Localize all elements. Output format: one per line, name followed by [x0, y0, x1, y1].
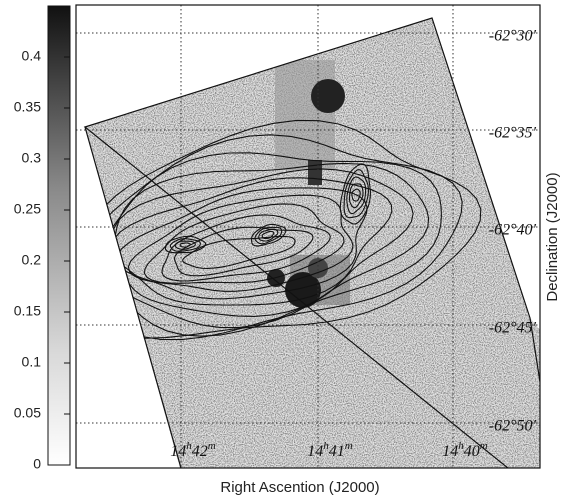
figure: Right Ascention (J2000) Declination (J20…	[0, 0, 562, 498]
colorbar-tick-label: 0.05	[14, 405, 41, 421]
image-patch	[275, 60, 335, 170]
x-axis-label: Right Ascention (J2000)	[220, 479, 379, 496]
dec-label: -62°35′	[489, 125, 537, 142]
colorbar-tick-label: 0.1	[22, 354, 42, 370]
dec-label: -62°45′	[489, 320, 537, 337]
source-blob	[311, 79, 345, 113]
dec-label: -62°30′	[489, 28, 537, 45]
dec-label: -62°40′	[489, 222, 537, 239]
ra-label-part: m	[208, 440, 216, 452]
colorbar-tick-label: 0.4	[22, 48, 42, 64]
ra-label-part: 14	[170, 443, 186, 460]
source-blob	[308, 160, 322, 185]
ra-label-part: 41	[329, 443, 345, 460]
ra-label-part: m	[480, 440, 488, 452]
colorbar-tick-label: 0.25	[14, 201, 41, 217]
ra-label-part: 14	[442, 443, 458, 460]
colorbar-tick-label: 0.3	[22, 150, 42, 166]
colorbar-tick-label: 0.35	[14, 99, 41, 115]
ra-label-part: 42	[192, 443, 208, 460]
colorbar-tick-label: 0.15	[14, 303, 41, 319]
ra-label-part: 40	[464, 443, 480, 460]
colorbar-tick-label: 0	[33, 456, 41, 472]
colorbar-tick-label: 0.2	[22, 252, 42, 268]
colorbar	[48, 6, 70, 465]
ra-label-part: m	[345, 440, 353, 452]
dec-label: -62°50′	[489, 418, 537, 435]
y-axis-label: Declination (J2000)	[544, 172, 561, 301]
ra-label-part: 14	[307, 443, 323, 460]
